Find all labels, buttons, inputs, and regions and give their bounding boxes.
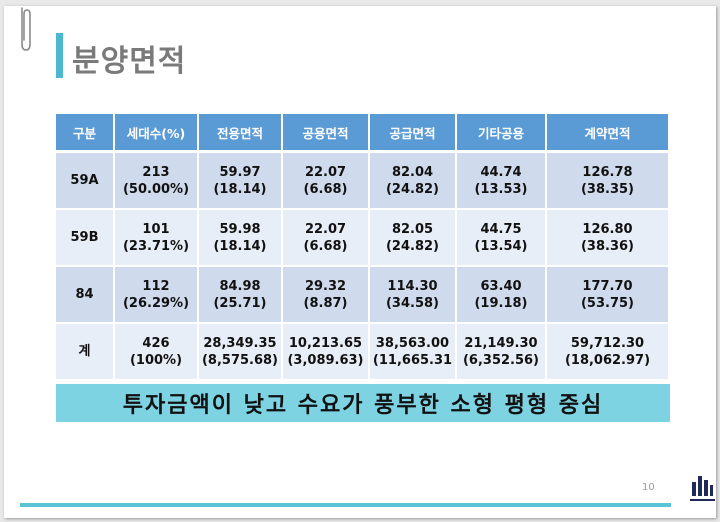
cell-ratio: (100%) [129,352,183,368]
table-cell: 28,349.35 (8,575.68) [198,323,283,381]
row-label: 계 [56,323,115,381]
table-cell: 44.74 (13.53) [456,151,547,210]
cell-ratio: (6,352.56) [462,352,540,368]
cell-value: 29.32 [304,278,347,294]
table-row: 84 112 (26.29%) 84.98 (25.71) 29.32 (8.87) … [56,266,670,324]
cell-value: 21,149.30 [464,335,538,351]
cell-ratio: (8,575.68) [201,352,279,368]
company-logo-icon [690,476,715,501]
cell-ratio: (23.71%) [122,238,190,254]
cell-value: 126.80 [582,221,633,237]
table-cell: 177.70 (53.75) [546,266,670,324]
table-cell: 84.98 (25.71) [198,266,283,324]
table-cell: 101 (23.71%) [114,209,199,267]
cell-value: 177.70 [582,278,633,294]
cell-value: 59.98 [219,221,261,237]
table-cell: 10,213.65 (3,089.63) [282,323,370,381]
table-header-row: 구분 세대수(%) 전용면적 공용면적 공급면적 기타공용 계약면적 [56,114,670,153]
row-label: 84 [56,266,115,324]
cell-value: 22.07 [304,164,347,180]
cell-ratio: (25.71) [213,295,267,311]
cell-value: 38,563.00 [375,335,450,351]
table-row: 59B 101 (23.71%) 59.98 (18.14) 22.07 (6.68)… [56,209,670,267]
header-cell: 계약면적 [546,114,670,153]
cell-value: 59,712.30 [570,335,645,351]
header-cell: 세대수(%) [114,114,199,153]
slide: 분양면적 구분 세대수(%) 전용면적 공용면적 공급면적 기타공용 계약면적 … [4,6,716,518]
table-cell: 22.07 (6.68) [282,209,370,267]
cell-value: 112 [142,278,170,294]
cell-value: 84.98 [219,278,261,294]
cell-value: 213 [142,164,170,180]
header-cell: 전용면적 [198,114,283,153]
table-cell: 59,712.30 (18,062.97) [546,323,670,381]
cell-ratio: (26.29%) [122,295,190,311]
page-title: 분양면적 [72,44,187,79]
table-cell: 59.98 (18.14) [198,209,283,267]
table-cell: 59.97 (18.14) [198,151,283,210]
cell-ratio: (24.82) [385,238,439,254]
table-cell: 63.40 (19.18) [456,266,547,324]
cell-value: 44.74 [480,164,522,180]
cell-ratio: (3,089.63) [287,352,364,368]
cell-value: 63.40 [480,278,522,294]
cell-ratio: (19.18) [474,295,528,311]
table-row-total: 계 426 (100%) 28,349.35 (8,575.68) 10,213.6… [56,323,670,381]
header-cell: 기타공용 [456,114,547,153]
cell-ratio: (50.00%) [122,181,190,197]
cell-ratio: (18,062.97) [564,352,651,368]
cell-ratio: (18.14) [213,238,267,254]
table-cell: 126.78 (38.35) [546,151,670,210]
cell-ratio: (24.82) [385,181,439,197]
cell-value: 59.97 [219,164,261,180]
footer-accent-bar [20,503,671,507]
cell-ratio: (8.87) [303,295,348,311]
table-cell: 426 (100%) [114,323,199,381]
title-accent-bar [56,33,63,78]
cell-value: 114.30 [387,278,438,294]
cell-ratio: (34.58) [385,295,439,311]
area-table: 구분 세대수(%) 전용면적 공용면적 공급면적 기타공용 계약면적 59A 2… [56,114,670,381]
page-number: 10 [642,482,655,493]
cell-value: 10,213.65 [288,335,363,351]
cell-value: 44.75 [480,221,522,237]
cell-ratio: (18.14) [213,181,267,197]
cell-value: 126.78 [582,164,633,180]
table-cell: 38,563.00 (11,665.31 [369,323,457,381]
cell-value: 82.04 [391,164,434,180]
cell-ratio: (11,665.31 [372,352,453,368]
summary-banner: 투자금액이 낮고 수요가 풍부한 소형 평형 중심 [56,384,670,422]
cell-value: 101 [142,221,170,237]
table-cell: 82.05 (24.82) [369,209,457,267]
cell-ratio: (38.35) [580,181,634,197]
table-cell: 114.30 (34.58) [369,266,457,324]
header-cell: 구분 [56,114,115,153]
row-label: 59A [56,151,115,210]
header-cell: 공급면적 [369,114,457,153]
cell-value: 82.05 [391,221,434,237]
cell-ratio: (13.53) [474,181,528,197]
table-cell: 21,149.30 (6,352.56) [456,323,547,381]
table-cell: 112 (26.29%) [114,266,199,324]
cell-value: 28,349.35 [203,335,277,351]
cell-value: 426 [142,335,170,351]
cell-ratio: (53.75) [580,295,634,311]
cell-ratio: (6.68) [303,181,348,197]
table-cell: 126.80 (38.36) [546,209,670,267]
cell-ratio: (38.36) [580,238,634,254]
table-cell: 213 (50.00%) [114,151,199,210]
row-label: 59B [56,209,115,267]
cell-value: 22.07 [304,221,347,237]
header-cell: 공용면적 [282,114,370,153]
paperclip-icon [21,7,31,51]
table-cell: 82.04 (24.82) [369,151,457,210]
cell-ratio: (6.68) [303,238,348,254]
table-cell: 29.32 (8.87) [282,266,370,324]
table-cell: 44.75 (13.54) [456,209,547,267]
table-cell: 22.07 (6.68) [282,151,370,210]
cell-ratio: (13.54) [474,238,528,254]
table-row: 59A 213 (50.00%) 59.97 (18.14) 22.07 (6.68)… [56,151,670,210]
